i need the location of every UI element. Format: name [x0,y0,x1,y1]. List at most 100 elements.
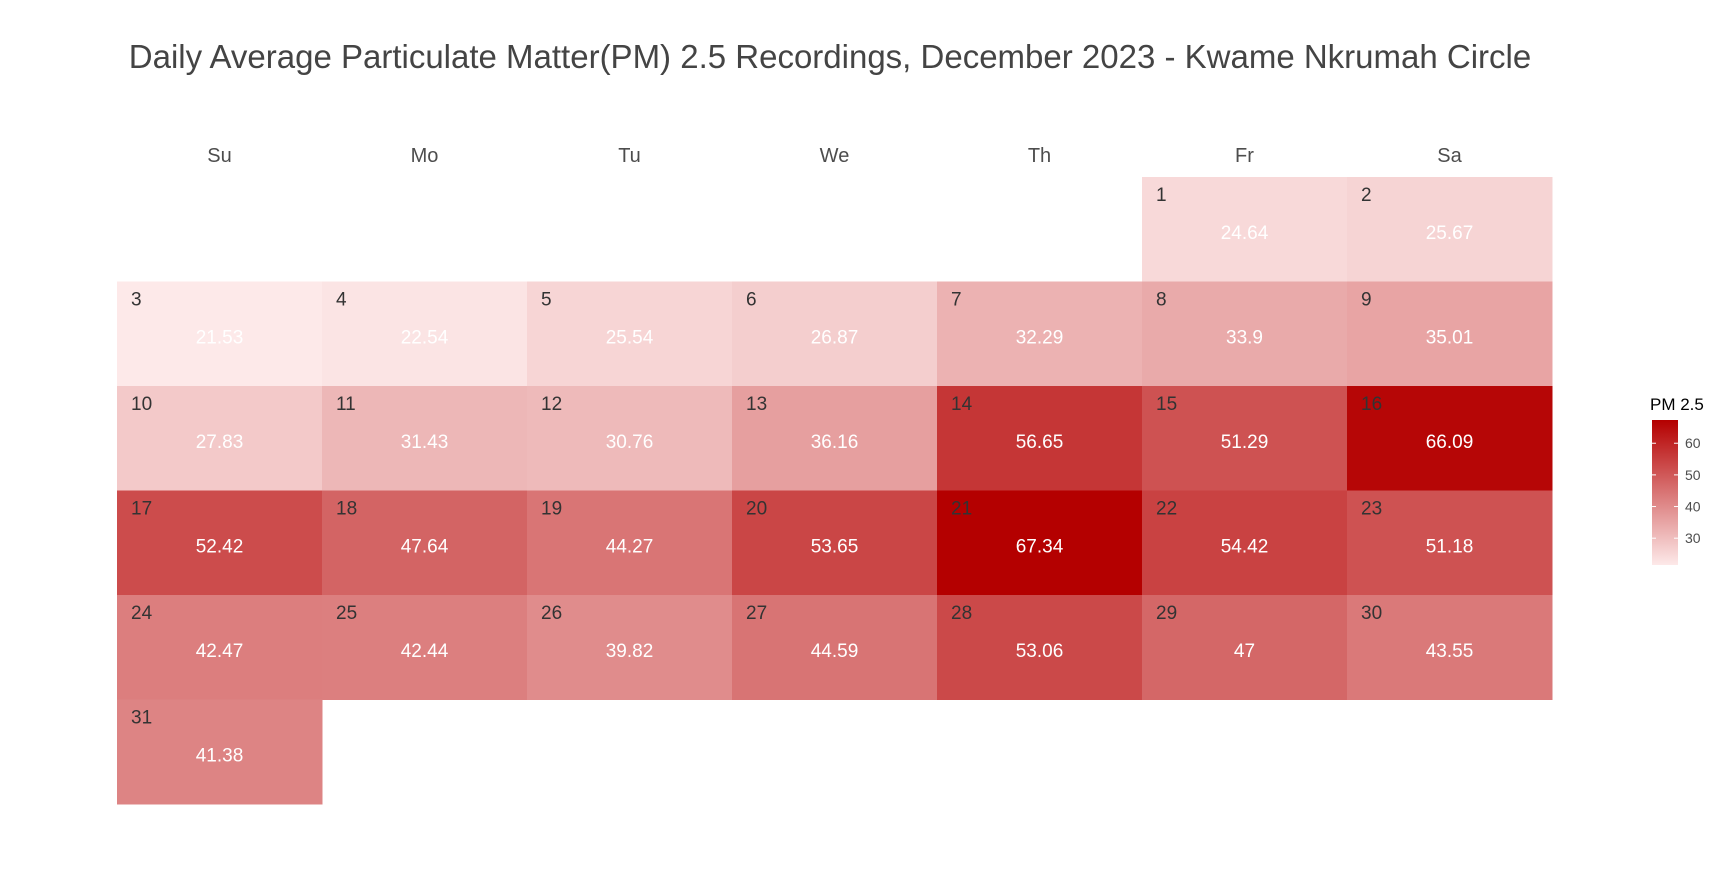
cell-fill [1142,386,1348,491]
day-value-label: 47.64 [401,537,449,558]
day-value-label: 42.44 [401,641,449,662]
calendar-cell: 225.67 [1347,177,1553,282]
legend-title: PM 2.5 [1650,395,1704,414]
day-value-label: 44.59 [811,641,859,662]
day-number: 1 [1156,185,1167,206]
calendar-cell: 732.29 [937,281,1143,387]
day-value-label: 53.65 [811,537,859,558]
cell-fill [937,490,1143,596]
day-value-label: 33.9 [1226,328,1263,349]
chart-title: Daily Average Particulate Matter(PM) 2.5… [128,38,1532,75]
weekday-label: Tu [618,145,641,167]
day-number: 22 [1156,499,1177,520]
calendar-cell: 28 53.06 [937,595,1143,700]
cell-fill [732,281,938,387]
day-number: 28 [951,603,972,624]
cell-fill [732,490,938,596]
weekday-label: Fr [1235,145,1254,167]
cell-fill [1347,177,1553,282]
calendar-cell: 19 44.27 [527,490,733,596]
day-number: 23 [1361,499,1382,520]
cell-fill [937,386,1143,491]
day-value-label: 52.42 [196,537,244,558]
day-value-label: 53.06 [1016,641,1064,662]
cell-fill [732,595,938,700]
day-value-label: 51.18 [1426,537,1474,558]
cell-fill [937,281,1143,387]
day-value-label: 35.01 [1426,328,1474,349]
cell-fill [527,490,733,596]
day-number: 24 [131,603,153,624]
day-value-label: 43.55 [1426,641,1474,662]
cell-fill [527,281,733,387]
legend-tick-label: 50 [1685,467,1701,483]
cell-fill [1142,595,1348,700]
day-value-label: 41.38 [196,746,244,767]
day-number: 20 [746,499,767,520]
cell-fill [937,595,1143,700]
calendar-cell: 833.9 [1142,281,1348,387]
day-number: 16 [1361,394,1382,415]
calendar-cell: 31 41.38 [117,699,323,805]
cell-fill [527,595,733,700]
calendar-cell: 29 47 [1142,595,1348,700]
day-value-label: 25.67 [1426,223,1474,244]
legend-tick-label: 30 [1685,530,1701,546]
weekday-label: Su [207,145,231,167]
day-value-label: 56.65 [1016,432,1064,453]
day-number: 18 [336,499,357,520]
calendar-cell: 11 31.43 [322,386,528,491]
calendar-cell: 12 30.76 [527,386,733,491]
day-number: 3 [131,290,142,311]
calendar-cell: 14 56.65 [937,386,1143,491]
day-number: 10 [131,394,152,415]
calendar-cell: 24 42.47 [117,595,323,700]
calendar-cell: 20 53.65 [732,490,938,596]
cell-fill [732,386,938,491]
day-number: 19 [541,499,562,520]
day-value-label: 22.54 [401,328,449,349]
calendar-cell: 626.87 [732,281,938,387]
cell-fill [117,386,323,491]
day-number: 8 [1156,290,1167,311]
legend-tick-label: 60 [1685,435,1701,451]
cell-fill [1142,281,1348,387]
day-value-label: 39.82 [606,641,654,662]
calendar-cell: 22 54.42 [1142,490,1348,596]
day-value-label: 47 [1234,641,1255,662]
calendar-cell: 525.54 [527,281,733,387]
cell-fill [1347,281,1553,387]
day-value-label: 21.53 [196,328,244,349]
weekday-label: Th [1028,145,1051,167]
day-value-label: 31.43 [401,432,449,453]
calendar-cells: 1 24.64 225.67 3 21.53 422.54525.54626.87732.… [117,177,1553,805]
day-value-label: 27.83 [196,432,244,453]
calendar-cell: 422.54 [322,281,528,387]
day-value-label: 67.34 [1016,537,1064,558]
color-legend: PM 2.5 30 40 50 60 [1650,395,1704,565]
calendar-cell: 18 47.64 [322,490,528,596]
day-value-label: 42.47 [196,641,244,662]
weekday-label: We [820,145,850,167]
day-number: 26 [541,603,562,624]
day-value-label: 24.64 [1221,223,1269,244]
day-value-label: 32.29 [1016,328,1064,349]
day-value-label: 44.27 [606,537,654,558]
day-number: 15 [1156,394,1177,415]
day-number: 25 [336,603,357,624]
calendar-cell: 21 67.34 [937,490,1143,596]
weekday-labels: Su Mo Tu We Th Fr Sa [207,145,1462,167]
day-value-label: 54.42 [1221,537,1269,558]
cell-fill [322,281,528,387]
cell-fill [117,699,323,805]
calendar-cell: 17 52.42 [117,490,323,596]
cell-fill [117,490,323,596]
day-value-label: 26.87 [811,328,859,349]
day-value-label: 25.54 [606,328,654,349]
day-number: 30 [1361,603,1382,624]
day-number: 17 [131,499,152,520]
calendar-cell: 15 51.29 [1142,386,1348,491]
legend-tick-label: 40 [1685,499,1701,515]
calendar-cell: 13 36.16 [732,386,938,491]
